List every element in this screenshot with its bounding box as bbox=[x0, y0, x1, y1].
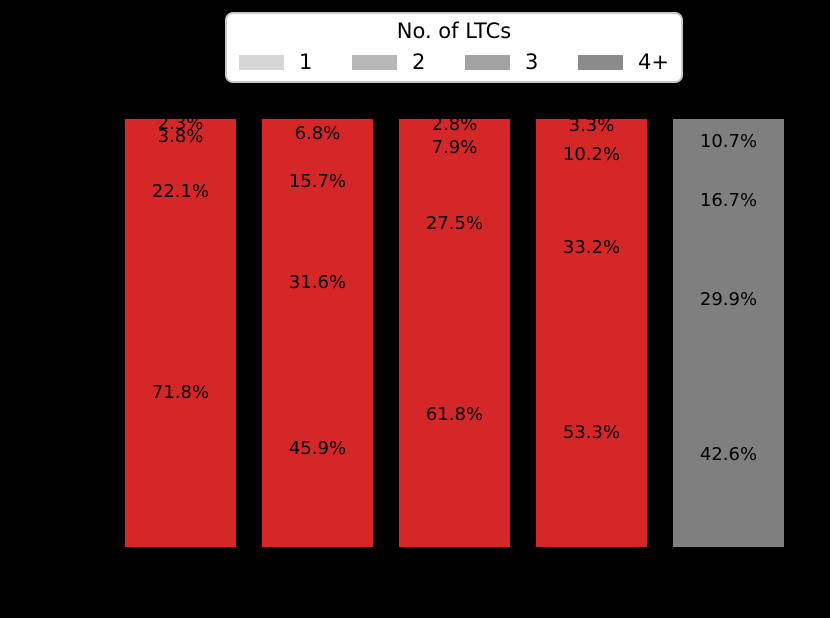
segment-label: 27.5% bbox=[425, 212, 484, 234]
segment-label: 2.3% bbox=[157, 112, 204, 134]
legend-label: 4+ bbox=[638, 50, 669, 74]
segment-label: 15.7% bbox=[288, 170, 347, 192]
legend-item-3: 3 bbox=[465, 50, 538, 74]
segment-label: 31.6% bbox=[288, 271, 347, 293]
legend-label: 2 bbox=[412, 50, 426, 74]
segment-label: 6.8% bbox=[294, 122, 341, 144]
legend-label: 3 bbox=[525, 50, 539, 74]
legend-label: 1 bbox=[299, 50, 313, 74]
segment-label: 7.9% bbox=[431, 136, 478, 158]
segment-label: 53.3% bbox=[562, 421, 621, 443]
legend-swatch bbox=[465, 54, 510, 70]
segment-label: 22.1% bbox=[151, 181, 210, 203]
legend-item-2: 2 bbox=[352, 50, 425, 74]
segment-label: 16.7% bbox=[699, 189, 758, 211]
segment-label: 3.8% bbox=[157, 126, 204, 147]
segment-label: 33.2% bbox=[562, 236, 621, 258]
segment-label: 3.3% bbox=[568, 115, 615, 137]
legend-item-1: 1 bbox=[239, 50, 312, 74]
stacked-bar-1: 2.3% 3.8% 22.1% 71.8% bbox=[125, 113, 236, 547]
stacked-bar-5: 10.7% 16.7% 29.9% 42.6% bbox=[673, 119, 784, 547]
segment-label: 10.2% bbox=[562, 144, 621, 165]
legend-box: No. of LTCs 1 2 3 4+ bbox=[225, 12, 683, 83]
stacked-bar-3: 2.8% 7.9% 27.5% 61.8% bbox=[399, 115, 510, 547]
legend-swatch bbox=[578, 54, 623, 70]
stacked-bar-2: 6.8% 15.7% 31.6% 45.9% bbox=[262, 119, 373, 547]
segment-label: 71.8% bbox=[151, 382, 210, 404]
legend-row: 1 2 3 4+ bbox=[227, 50, 681, 74]
segment-label: 45.9% bbox=[288, 437, 347, 459]
segment-label: 2.8% bbox=[431, 114, 478, 135]
legend-item-4+: 4+ bbox=[578, 50, 669, 74]
segment-label: 29.9% bbox=[699, 289, 758, 311]
legend-swatch bbox=[352, 54, 397, 70]
segment-label: 10.7% bbox=[699, 130, 758, 152]
stacked-bar-4: 3.3% 10.2% 33.2% 53.3% bbox=[536, 115, 647, 547]
legend-swatch bbox=[239, 54, 284, 70]
segment-label: 61.8% bbox=[425, 403, 484, 425]
segment-label: 42.6% bbox=[699, 444, 758, 466]
legend-title: No. of LTCs bbox=[396, 19, 512, 43]
